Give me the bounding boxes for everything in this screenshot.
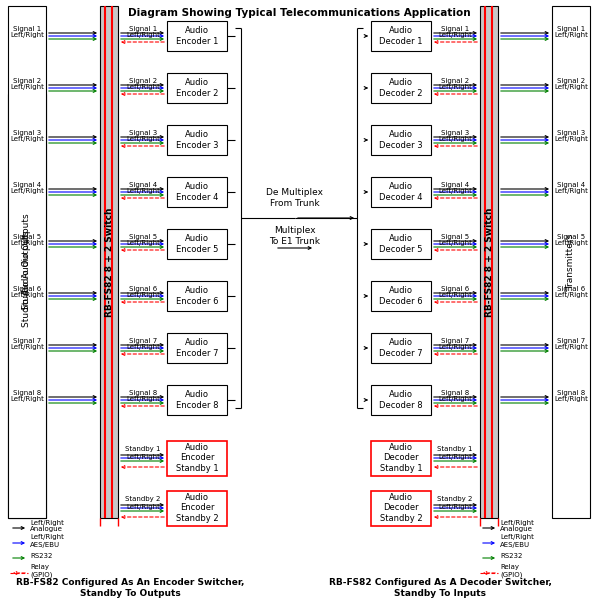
Bar: [371, 125, 431, 155]
Text: Audio
Decoder 2: Audio Decoder 2: [379, 78, 423, 98]
Bar: [371, 177, 431, 207]
Text: Audio
Decoder
Standby 2: Audio Decoder Standby 2: [380, 493, 422, 523]
Bar: [371, 441, 431, 476]
Text: Standby 2
Left/Right: Standby 2 Left/Right: [437, 496, 472, 510]
Text: Audio
Decoder 7: Audio Decoder 7: [379, 338, 423, 358]
Text: RS232: RS232: [30, 553, 53, 559]
Text: RS232: RS232: [500, 553, 523, 559]
Text: Signal 5
Left/Right: Signal 5 Left/Right: [438, 233, 472, 247]
Text: Left/Right
AES/EBU: Left/Right AES/EBU: [30, 534, 64, 547]
Bar: [8, 94, 46, 518]
Text: Signal 2
Left/Right: Signal 2 Left/Right: [554, 78, 588, 90]
Text: Signal 4
Left/Right: Signal 4 Left/Right: [554, 182, 588, 195]
Text: Signal 4
Left/Right: Signal 4 Left/Right: [438, 182, 472, 195]
Bar: [167, 490, 227, 525]
Text: Signal 1
Left/Right: Signal 1 Left/Right: [438, 25, 472, 39]
Text: Audio
Decoder 1: Audio Decoder 1: [379, 26, 423, 45]
Text: De Multiplex
From Trunk: De Multiplex From Trunk: [267, 188, 324, 208]
Text: RB-FS82 Configured As An Encoder Switcher,
Standby To Outputs: RB-FS82 Configured As An Encoder Switche…: [16, 578, 244, 598]
Text: Standby 1
Left/Right: Standby 1 Left/Right: [125, 447, 161, 459]
Text: Audio
Encoder 4: Audio Encoder 4: [176, 182, 218, 202]
Text: Signal 5
Left/Right: Signal 5 Left/Right: [10, 233, 44, 247]
Bar: [8, 6, 46, 518]
Bar: [371, 490, 431, 525]
Bar: [167, 125, 227, 155]
Bar: [371, 333, 431, 363]
Bar: [167, 441, 227, 476]
Bar: [167, 21, 227, 51]
Text: Audio
Decoder
Standby 1: Audio Decoder Standby 1: [380, 443, 422, 473]
Text: Signal 8
Left/Right: Signal 8 Left/Right: [126, 390, 160, 402]
Bar: [167, 385, 227, 415]
Text: Studio Audio Outputs: Studio Audio Outputs: [23, 214, 32, 310]
Text: Audio
Encoder 5: Audio Encoder 5: [176, 235, 218, 254]
Text: Audio
Decoder 3: Audio Decoder 3: [379, 130, 423, 150]
Text: Signal 2
Left/Right: Signal 2 Left/Right: [126, 78, 160, 90]
Text: Signal 7
Left/Right: Signal 7 Left/Right: [10, 338, 44, 350]
Text: Audio
Decoder 5: Audio Decoder 5: [379, 235, 423, 254]
Text: Signal 8
Left/Right: Signal 8 Left/Right: [438, 390, 472, 402]
Text: Signal 7
Left/Right: Signal 7 Left/Right: [126, 338, 160, 350]
Text: Left/Right
AES/EBU: Left/Right AES/EBU: [500, 534, 534, 547]
Bar: [167, 229, 227, 259]
Text: Signal 5
Left/Right: Signal 5 Left/Right: [554, 233, 588, 247]
Text: Audio
Decoder 4: Audio Decoder 4: [379, 182, 423, 202]
Text: Studio Audio Outputs: Studio Audio Outputs: [23, 230, 32, 327]
Text: Relay
(GPIO): Relay (GPIO): [30, 564, 53, 578]
Text: Audio
Encoder
Standby 1: Audio Encoder Standby 1: [176, 443, 218, 473]
Text: RB-FS82 8 + 2 Switch: RB-FS82 8 + 2 Switch: [484, 207, 493, 317]
Bar: [371, 281, 431, 311]
Text: Audio
Decoder 8: Audio Decoder 8: [379, 390, 423, 410]
Text: Audio
Encoder 8: Audio Encoder 8: [176, 390, 218, 410]
Text: Signal 6
Left/Right: Signal 6 Left/Right: [438, 285, 472, 299]
Text: Audio
Encoder 2: Audio Encoder 2: [176, 78, 218, 98]
Text: Multiplex
To E1 Trunk: Multiplex To E1 Trunk: [270, 226, 321, 245]
Text: Standby 1
Left/Right: Standby 1 Left/Right: [437, 447, 473, 459]
Text: RB-FS82 8 + 2 Switch: RB-FS82 8 + 2 Switch: [105, 207, 114, 317]
Text: Audio
Encoder 3: Audio Encoder 3: [176, 130, 218, 150]
Text: Signal 8
Left/Right: Signal 8 Left/Right: [554, 390, 588, 402]
Bar: [167, 333, 227, 363]
Text: Signal 3
Left/Right: Signal 3 Left/Right: [10, 130, 44, 142]
Text: Audio
Encoder 7: Audio Encoder 7: [176, 338, 218, 358]
Text: Signal 8
Left/Right: Signal 8 Left/Right: [10, 390, 44, 402]
Text: Signal 3
Left/Right: Signal 3 Left/Right: [438, 130, 472, 142]
Text: Signal 1
Left/Right: Signal 1 Left/Right: [10, 25, 44, 39]
Text: Left/Right
Analogue: Left/Right Analogue: [30, 519, 64, 533]
Bar: [371, 229, 431, 259]
Text: Audio
Decoder 6: Audio Decoder 6: [379, 286, 423, 305]
Text: Signal 7
Left/Right: Signal 7 Left/Right: [554, 338, 588, 350]
Text: Signal 2
Left/Right: Signal 2 Left/Right: [438, 78, 472, 90]
Text: Signal 6
Left/Right: Signal 6 Left/Right: [554, 285, 588, 299]
Text: Audio
Encoder 6: Audio Encoder 6: [176, 286, 218, 305]
Text: Signal 1
Left/Right: Signal 1 Left/Right: [126, 25, 160, 39]
Text: Audio
Encoder 1: Audio Encoder 1: [176, 26, 218, 45]
Bar: [167, 281, 227, 311]
Text: Standby 2
Left/Right: Standby 2 Left/Right: [126, 496, 161, 510]
Text: Signal 5
Left/Right: Signal 5 Left/Right: [126, 233, 160, 247]
Text: RB-FS82 Configured As A Decoder Switcher,
Standby To Inputs: RB-FS82 Configured As A Decoder Switcher…: [328, 578, 551, 598]
Text: Signal 1
Left/Right: Signal 1 Left/Right: [554, 25, 588, 39]
Bar: [371, 21, 431, 51]
Bar: [371, 73, 431, 103]
Text: Transmitters: Transmitters: [566, 234, 575, 290]
Text: Signal 4
Left/Right: Signal 4 Left/Right: [10, 182, 44, 195]
Text: Signal 3
Left/Right: Signal 3 Left/Right: [554, 130, 588, 142]
Bar: [167, 177, 227, 207]
Text: Left/Right
Analogue: Left/Right Analogue: [500, 519, 534, 533]
Text: Diagram Showing Typical Telecommunications Application: Diagram Showing Typical Telecommunicatio…: [128, 8, 470, 18]
Text: Signal 3
Left/Right: Signal 3 Left/Right: [126, 130, 160, 142]
Text: Relay
(GPIO): Relay (GPIO): [500, 564, 523, 578]
Bar: [167, 73, 227, 103]
Text: Signal 7
Left/Right: Signal 7 Left/Right: [438, 338, 472, 350]
Text: Audio
Encoder
Standby 2: Audio Encoder Standby 2: [176, 493, 218, 523]
Bar: [371, 385, 431, 415]
Text: Signal 2
Left/Right: Signal 2 Left/Right: [10, 78, 44, 90]
Text: Signal 6
Left/Right: Signal 6 Left/Right: [10, 285, 44, 299]
Bar: [480, 6, 498, 518]
Text: Signal 6
Left/Right: Signal 6 Left/Right: [126, 285, 160, 299]
Bar: [552, 6, 590, 518]
Bar: [100, 6, 118, 518]
Text: Signal 4
Left/Right: Signal 4 Left/Right: [126, 182, 160, 195]
